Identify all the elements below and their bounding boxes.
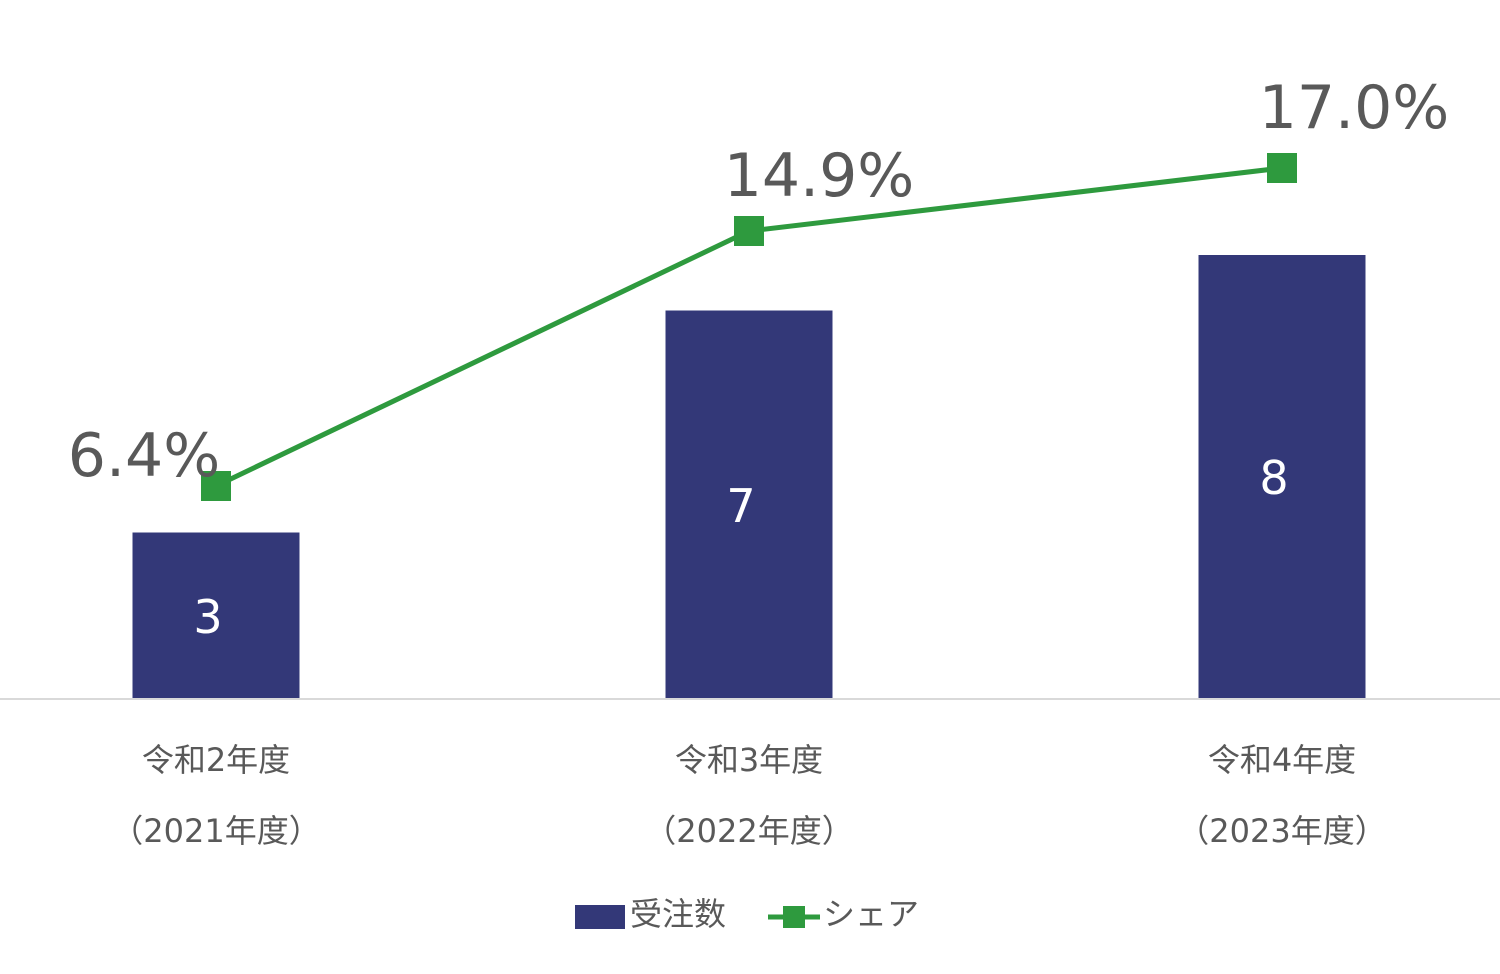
bar-3 <box>1198 255 1366 699</box>
category-label-2-line-1: 令和3年度 <box>675 741 823 779</box>
category-label-3-line-1: 令和4年度 <box>1208 741 1356 779</box>
category-label-3-line-2: （2023年度） <box>1177 812 1386 850</box>
category-label-1-line-1: 令和2年度 <box>142 741 290 779</box>
legend-label-share: シェア <box>823 895 919 933</box>
line-layer <box>201 153 1297 501</box>
category-label-2-line-2: （2022年度） <box>644 812 853 850</box>
share-value-label-3: 17.0% <box>1259 73 1450 143</box>
bar-value-label-3: 8 <box>1259 451 1288 505</box>
legend-label-orders: 受注数 <box>630 895 726 933</box>
share-value-label-1: 6.4% <box>68 421 220 491</box>
legend: 受注数 シェア <box>575 895 919 933</box>
category-label-1-line-2: （2021年度） <box>111 812 320 850</box>
share-marker-1 <box>201 471 231 501</box>
bar-1 <box>132 532 300 699</box>
legend-swatch-marker <box>783 906 805 928</box>
bar-value-label-1: 3 <box>193 590 222 644</box>
bar-2 <box>665 310 833 699</box>
share-value-label-2: 14.9% <box>724 141 915 211</box>
labels-layer: 3 7 8 6.4% 14.9% 17.0% <box>68 73 1450 644</box>
legend-swatch-bar <box>575 905 625 929</box>
share-marker-3 <box>1267 153 1297 183</box>
bars-layer <box>132 255 1366 699</box>
categories-layer: 令和2年度 （2021年度） 令和3年度 （2022年度） 令和4年度 （2023年度） <box>111 741 1386 850</box>
bar-value-label-2: 7 <box>726 479 755 533</box>
share-marker-2 <box>734 216 764 246</box>
